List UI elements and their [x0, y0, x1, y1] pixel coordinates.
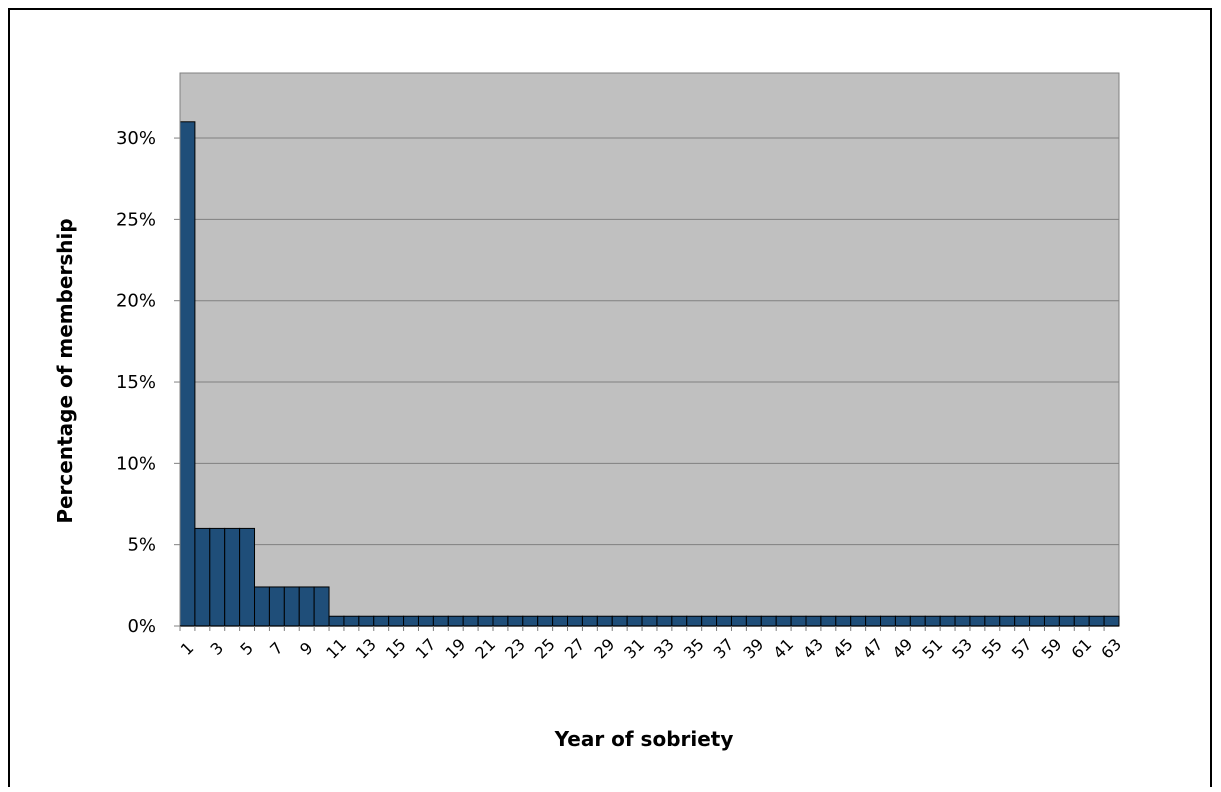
bar-year-20	[462, 615, 479, 627]
bar-year-30	[611, 615, 628, 627]
bar-year-52	[939, 615, 956, 627]
bar-year-10	[313, 586, 330, 627]
bar-year-47	[865, 615, 882, 627]
bar-year-35	[686, 615, 703, 627]
gridlines	[174, 137, 1119, 627]
bar-year-50	[909, 615, 926, 627]
bar-year-48	[880, 615, 896, 627]
bar-year-1	[179, 121, 196, 627]
bar-year-62	[1088, 615, 1105, 627]
bar-year-45	[835, 615, 852, 627]
bar-year-54	[969, 615, 986, 627]
bar-year-19	[447, 615, 464, 627]
bar-year-53	[954, 615, 971, 627]
bar-year-11	[328, 615, 345, 627]
bar-year-8	[283, 586, 300, 627]
bar-year-6	[254, 586, 270, 627]
bar-year-37	[716, 615, 732, 627]
bar-year-36	[701, 615, 718, 627]
bar-year-40	[760, 615, 777, 627]
bar-year-58	[1029, 615, 1045, 627]
y-axis-title: Percentage of membership	[53, 218, 77, 523]
bar-year-12	[343, 615, 360, 627]
bar-year-44	[820, 615, 837, 627]
bar-year-61	[1073, 615, 1090, 627]
bar-year-3	[209, 527, 226, 627]
bar-year-42	[790, 615, 807, 627]
axes	[179, 73, 1119, 627]
bar-year-59	[1043, 615, 1060, 627]
bar-year-15	[388, 615, 405, 627]
bar-year-27	[567, 615, 583, 627]
bar-year-23	[507, 615, 524, 627]
y-tick-labels: 0% 5% 10% 15% 20% 25% 30%	[116, 128, 156, 637]
y-tick-label: 0%	[127, 616, 156, 637]
bar-year-33	[656, 615, 673, 627]
bar-year-46	[850, 615, 867, 627]
bar-year-29	[596, 615, 613, 627]
bar-year-13	[358, 615, 375, 627]
bar-year-34	[671, 615, 688, 627]
y-tick-label: 20%	[116, 291, 156, 312]
bar-year-21	[477, 615, 494, 627]
plot-area	[179, 72, 1120, 627]
bar-year-31	[626, 615, 643, 627]
bar-year-57	[1014, 615, 1031, 627]
bar-year-60	[1058, 615, 1075, 627]
bar-year-32	[641, 615, 658, 627]
bar-year-4	[224, 527, 241, 627]
y-tick-label: 10%	[116, 453, 156, 474]
bar-year-56	[999, 615, 1016, 627]
bar-year-43	[805, 615, 822, 627]
bar-year-25	[537, 615, 554, 627]
bar-year-16	[403, 615, 419, 627]
bar-year-22	[492, 615, 509, 627]
bar-year-41	[775, 615, 792, 627]
y-tick-label: 25%	[116, 209, 156, 230]
bar-year-2	[194, 527, 211, 627]
bar-year-63	[1103, 615, 1120, 627]
bar-year-39	[745, 615, 762, 627]
bar-year-7	[268, 586, 285, 627]
bar-year-38	[730, 615, 747, 627]
bar-year-49	[894, 615, 911, 627]
bar-year-18	[432, 615, 449, 627]
bar-year-17	[417, 615, 434, 627]
bar-year-55	[984, 615, 1001, 627]
bar-year-24	[522, 615, 539, 627]
bar-year-5	[239, 527, 256, 627]
bar-year-26	[552, 615, 569, 627]
y-tick-label: 15%	[116, 372, 156, 393]
y-tick-label: 30%	[116, 128, 156, 149]
bar-year-9	[298, 586, 315, 627]
y-tick-label: 5%	[127, 535, 156, 556]
bar-year-14	[373, 615, 390, 627]
bar-year-51	[924, 615, 941, 627]
x-axis-title: Year of sobriety	[554, 727, 734, 751]
bar-year-28	[581, 615, 598, 627]
